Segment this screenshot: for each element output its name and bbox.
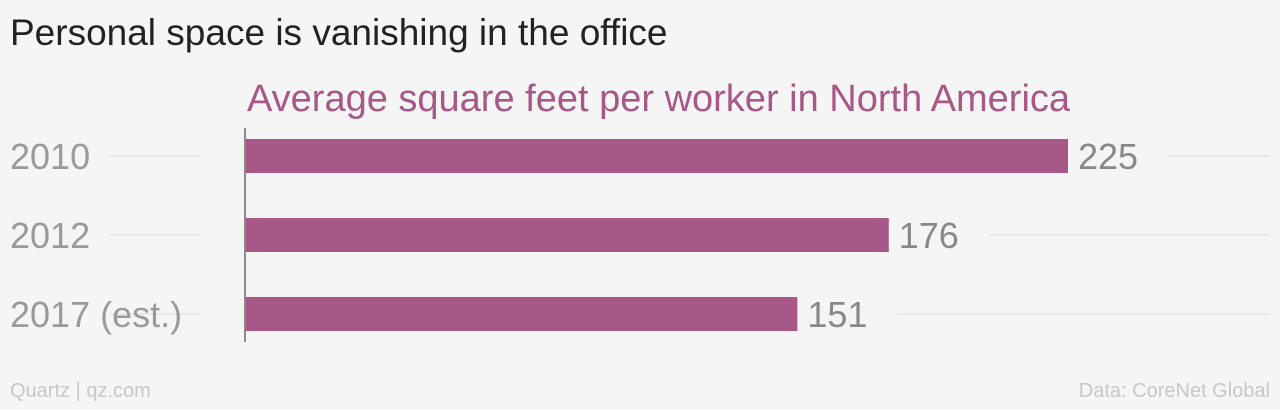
bar	[245, 297, 798, 331]
source-credit: Quartz | qz.com	[10, 380, 151, 402]
category-label: 2012	[10, 215, 90, 256]
data-label: 151	[807, 294, 867, 335]
bar	[245, 139, 1068, 173]
data-label: 225	[1078, 136, 1138, 177]
chart-subtitle: Average square feet per worker in North …	[247, 78, 1071, 120]
category-label: 2017 (est.)	[10, 294, 182, 335]
chart-title: Personal space is vanishing in the offic…	[10, 12, 668, 53]
data-source: Data: CoreNet Global	[1078, 380, 1270, 402]
category-label: 2010	[10, 136, 90, 177]
bar	[245, 218, 889, 252]
data-label: 176	[899, 215, 959, 256]
